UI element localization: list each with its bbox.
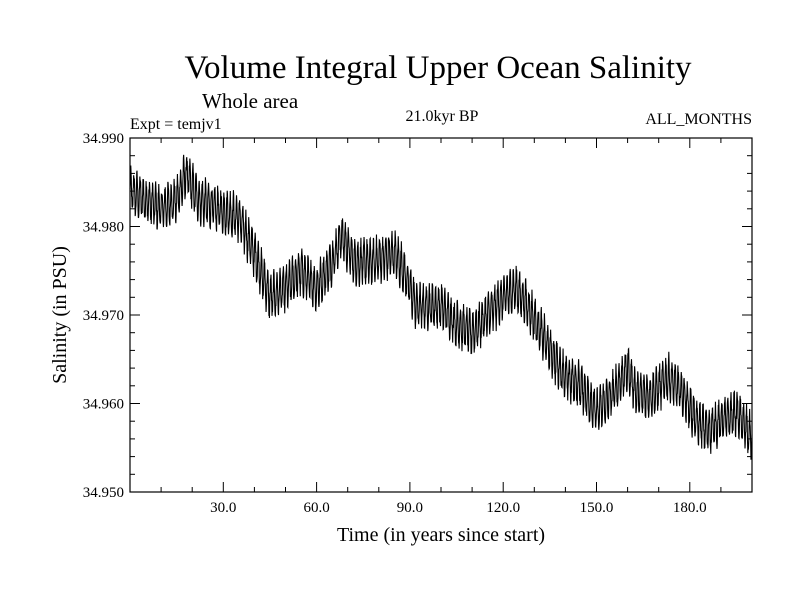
x-tick-label: 120.0 [486, 500, 520, 516]
x-tick-label: 30.0 [210, 500, 236, 516]
plot-data-group [129, 154, 753, 460]
plot-frame [129, 137, 753, 493]
y-tick-label: 34.990 [83, 131, 124, 147]
chart-subtitle: Whole area [202, 89, 299, 113]
tick-labels-group: 30.0 60.0 90.0 120.0 150.0 180.0 34.950 34.960 3… [83, 131, 707, 516]
x-tick-label: 180.0 [673, 500, 707, 516]
axis-ticks-group [130, 138, 752, 492]
y-tick-label: 34.970 [83, 308, 124, 324]
salinity-series-line [129, 154, 753, 460]
chart-title: Volume Integral Upper Ocean Salinity [184, 50, 692, 86]
y-tick-label: 34.980 [83, 220, 124, 236]
y-tick-label: 34.950 [83, 485, 124, 501]
months-label: ALL_MONTHS [645, 111, 752, 128]
x-tick-label: 60.0 [303, 500, 329, 516]
period-label: 21.0kyr BP [406, 108, 479, 125]
y-tick-label: 34.960 [83, 397, 124, 413]
x-tick-label: 90.0 [397, 500, 423, 516]
x-axis-label: Time (in years since start) [337, 524, 545, 546]
x-tick-label: 150.0 [580, 500, 614, 516]
experiment-label: Expt = temjv1 [130, 116, 222, 133]
y-axis-label: Salinity (in PSU) [49, 246, 71, 384]
